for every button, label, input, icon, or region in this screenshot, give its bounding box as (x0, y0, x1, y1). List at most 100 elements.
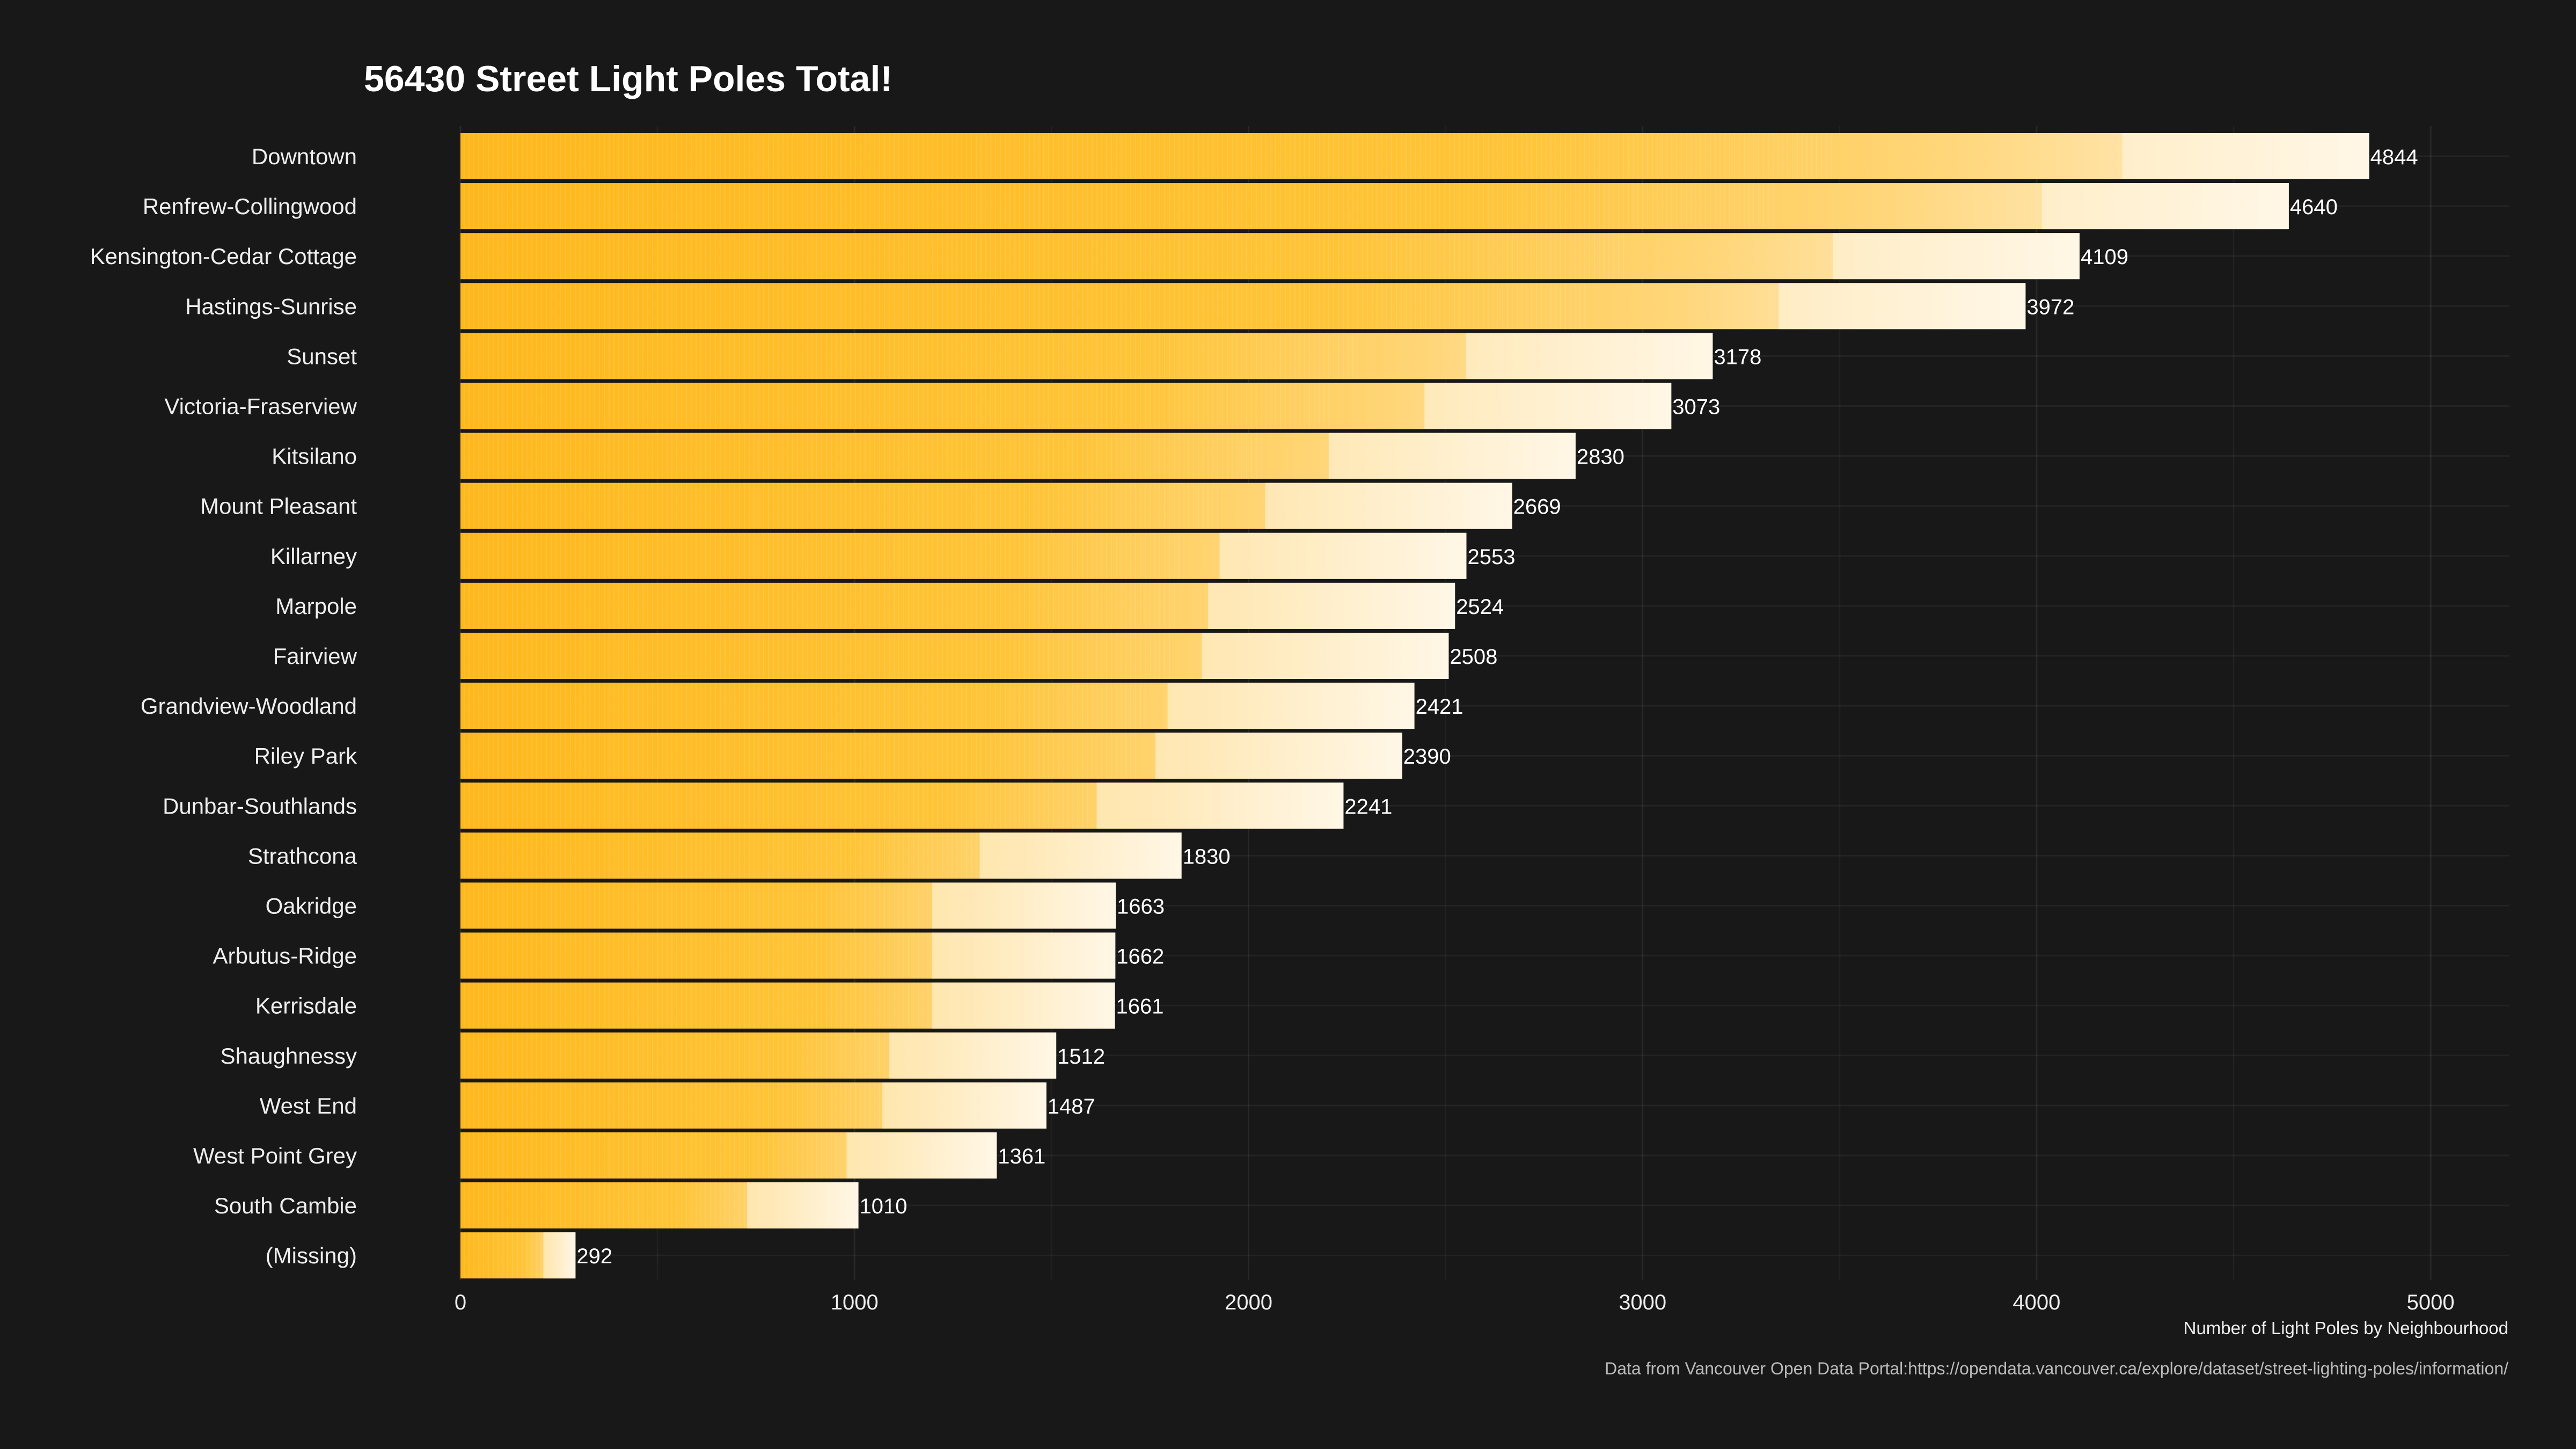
bar-6 (460, 383, 1672, 429)
bar-highlight (747, 1182, 859, 1229)
bar-stripes (460, 1082, 883, 1129)
category-label: (Missing) (266, 1243, 357, 1268)
bar-highlight (1424, 383, 1672, 429)
bars-group (460, 133, 2369, 1279)
bar-stripes (460, 1032, 890, 1079)
bar-highlight (1219, 532, 1467, 579)
bar-4 (460, 283, 2026, 330)
x-tick-label: 2000 (1225, 1291, 1272, 1314)
bar-9 (460, 532, 1467, 579)
bar-highlight (1466, 333, 1713, 379)
bar-11 (460, 633, 1449, 679)
value-label: 2241 (1344, 795, 1392, 818)
bar-18 (460, 982, 1115, 1029)
bar-stripes (460, 633, 1172, 679)
bar-stripes (460, 932, 932, 979)
x-tick-label: 3000 (1619, 1291, 1666, 1314)
bar-highlight (932, 932, 1116, 979)
x-tick-label: 0 (455, 1291, 466, 1314)
category-label: West Point Grey (193, 1143, 357, 1168)
value-label: 292 (576, 1245, 612, 1268)
value-label: 1487 (1048, 1095, 1095, 1118)
bar-stripes (460, 1132, 847, 1179)
bar-13 (460, 733, 1402, 779)
value-label: 1663 (1117, 895, 1165, 919)
bar-stripes (460, 482, 1218, 529)
bar-stripes (460, 283, 1587, 330)
bar-highlight (2041, 183, 2289, 230)
bar-5 (460, 333, 1713, 379)
bar-highlight (1096, 782, 1344, 829)
bar-highlight (1208, 582, 1455, 629)
bar-highlight (979, 832, 1182, 879)
bar-20 (460, 1082, 1046, 1129)
data-source-caption: Data from Vancouver Open Data Portal:htt… (1605, 1359, 2508, 1378)
category-label: Downtown (252, 144, 357, 169)
bar-19 (460, 1032, 1057, 1079)
value-label: 4640 (2290, 195, 2338, 219)
category-label: Kensington-Cedar Cottage (90, 244, 357, 269)
category-label: South Cambie (214, 1193, 357, 1218)
bar-21 (460, 1132, 997, 1179)
bar-highlight (1155, 733, 1402, 779)
bar-15 (460, 832, 1182, 879)
bar-highlight (1779, 283, 2026, 330)
bar-stripes (460, 582, 1177, 629)
x-tick-label: 4000 (2012, 1291, 2060, 1314)
bar-12 (460, 683, 1415, 729)
bar-highlight (889, 1032, 1057, 1079)
x-tick-label: 5000 (2407, 1291, 2455, 1314)
bar-stripes (460, 233, 1627, 280)
category-label: Grandview-Woodland (141, 693, 357, 719)
bar-highlight (2122, 133, 2369, 179)
value-label: 2390 (1403, 745, 1451, 769)
value-label: 2508 (1450, 645, 1497, 669)
bar-stripes (460, 733, 1139, 779)
bar-highlight (1202, 633, 1449, 679)
category-label: Killarney (270, 544, 357, 569)
x-axis-label: Number of Light Poles by Neighbourhood (2183, 1318, 2508, 1338)
bar-2 (460, 183, 2289, 230)
bar-stripes (460, 882, 933, 929)
bar-highlight (882, 1082, 1046, 1129)
bar-highlight (846, 1132, 997, 1179)
bar-stripes (460, 133, 1835, 179)
bar-stripes (460, 532, 1185, 579)
bar-stripes (460, 782, 1096, 829)
value-label: 1010 (860, 1195, 908, 1218)
value-label: 1512 (1057, 1045, 1105, 1069)
value-label: 4844 (2370, 145, 2418, 169)
value-label: 1361 (998, 1145, 1045, 1168)
category-label: Dunbar-Southlands (163, 793, 357, 818)
bar-stripes (460, 333, 1363, 379)
bar-highlight (932, 982, 1115, 1029)
x-tick-label: 1000 (831, 1291, 879, 1314)
bar-10 (460, 582, 1455, 629)
value-label: 3073 (1672, 396, 1720, 419)
category-label: Kerrisdale (255, 993, 357, 1019)
value-label: 1662 (1116, 945, 1164, 969)
bar-7 (460, 433, 1576, 479)
bar-16 (460, 882, 1116, 929)
bar-stripes (460, 832, 980, 879)
value-label: 2553 (1467, 545, 1515, 569)
bar-stripes (460, 1232, 544, 1279)
value-label: 2669 (1513, 495, 1561, 519)
bar-3 (460, 233, 2080, 280)
bar-stripes (460, 982, 932, 1029)
bar-highlight (1832, 233, 2080, 280)
bar-highlight (1328, 433, 1576, 479)
value-label: 1661 (1116, 995, 1164, 1019)
chart-title: 56430 Street Light Poles Total! (364, 58, 893, 99)
category-label: Kitsilano (272, 444, 357, 469)
value-label: 1830 (1183, 845, 1231, 868)
bar-stripes (460, 383, 1333, 429)
category-label: Renfrew-Collingwood (143, 194, 357, 219)
category-label: Marpole (275, 594, 357, 619)
value-label: 4109 (2081, 245, 2128, 269)
bar-highlight (1265, 482, 1512, 529)
category-label: Sunset (287, 343, 357, 369)
category-label: Fairview (273, 643, 357, 669)
bar-23 (460, 1232, 576, 1279)
